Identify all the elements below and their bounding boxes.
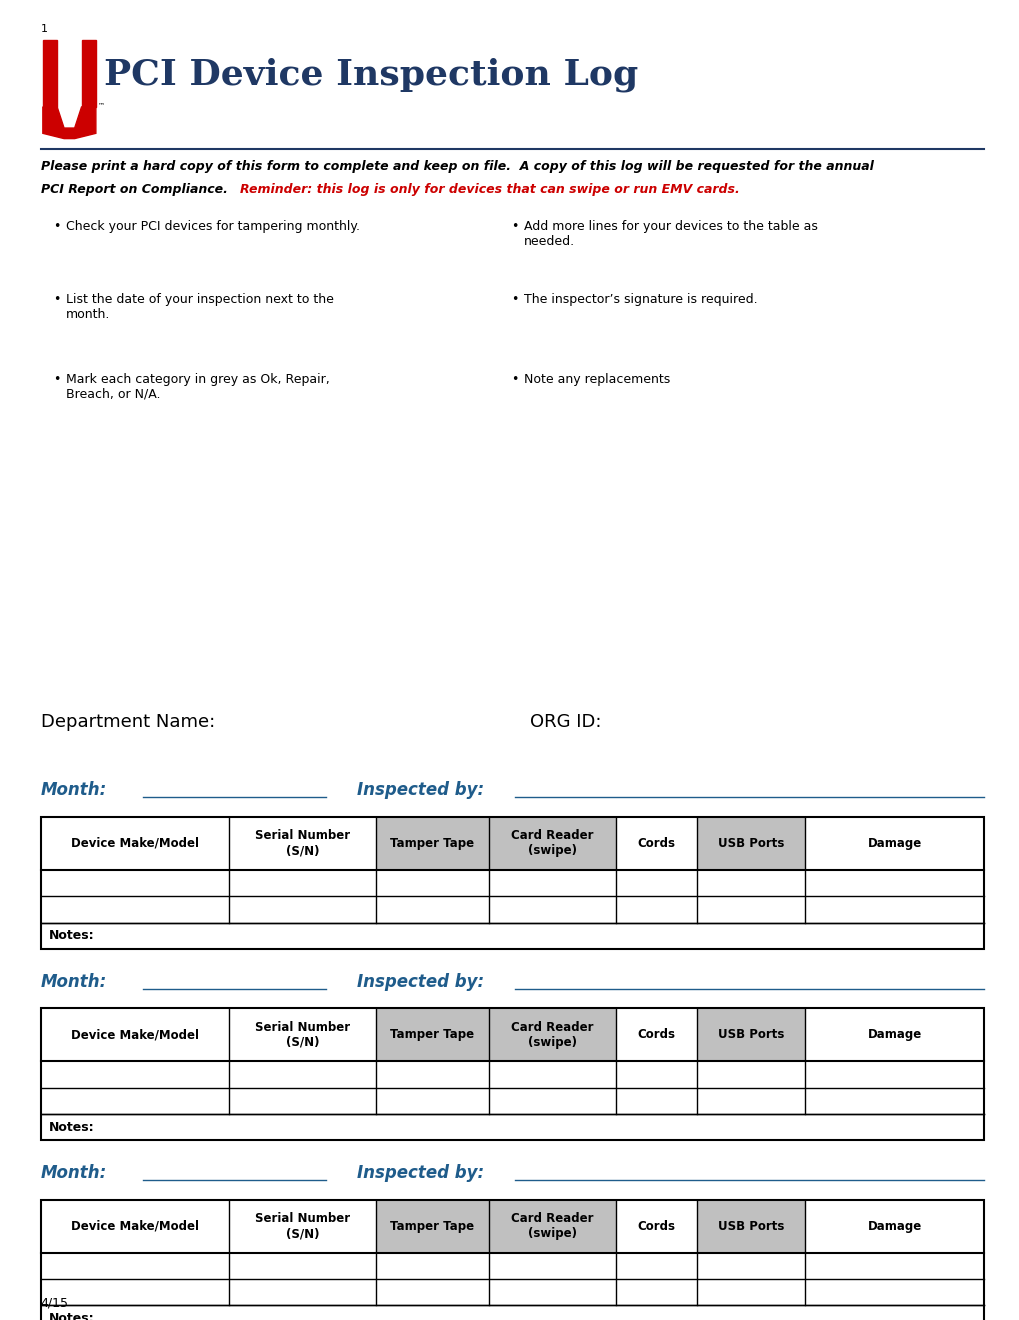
Text: Cords: Cords: [637, 837, 675, 850]
Bar: [696, 1200, 804, 1253]
Bar: [41, 1008, 983, 1140]
Text: •: •: [511, 293, 518, 306]
Text: Reminder: this log is only for devices that can swipe or run EMV cards.: Reminder: this log is only for devices t…: [239, 183, 739, 197]
Text: Tamper Tape: Tamper Tape: [390, 837, 474, 850]
Text: ORG ID:: ORG ID:: [530, 713, 601, 731]
Bar: [229, 1200, 375, 1253]
Text: Check your PCI devices for tampering monthly.: Check your PCI devices for tampering mon…: [66, 220, 360, 234]
Bar: [41, 817, 229, 870]
Bar: [488, 1200, 615, 1253]
Text: Tamper Tape: Tamper Tape: [390, 1028, 474, 1041]
Text: Inspected by:: Inspected by:: [357, 973, 484, 991]
Text: Damage: Damage: [867, 1028, 921, 1041]
Text: Add more lines for your devices to the table as
needed.: Add more lines for your devices to the t…: [524, 220, 817, 248]
Text: Month:: Month:: [41, 781, 107, 800]
Bar: [41, 1253, 983, 1320]
Text: Notes:: Notes:: [49, 929, 95, 942]
Text: Note any replacements: Note any replacements: [524, 374, 669, 385]
Text: Month:: Month:: [41, 973, 107, 991]
Text: ™: ™: [98, 102, 105, 108]
Text: Device Make/Model: Device Make/Model: [71, 1220, 199, 1233]
Bar: [41, 1008, 229, 1061]
Bar: [615, 1008, 696, 1061]
Text: Tamper Tape: Tamper Tape: [390, 1220, 474, 1233]
Bar: [804, 1008, 983, 1061]
Text: Card Reader
(swipe): Card Reader (swipe): [511, 1212, 593, 1241]
Text: Notes:: Notes:: [49, 1121, 95, 1134]
Text: Inspected by:: Inspected by:: [357, 781, 484, 800]
Bar: [41, 1200, 229, 1253]
Bar: [804, 1200, 983, 1253]
Bar: [696, 817, 804, 870]
Text: Serial Number
(S/N): Serial Number (S/N): [255, 1212, 350, 1241]
Text: •: •: [53, 220, 60, 234]
Bar: [615, 1200, 696, 1253]
Bar: [488, 1008, 615, 1061]
Bar: [41, 1061, 983, 1140]
Text: Mark each category in grey as Ok, Repair,
Breach, or N/A.: Mark each category in grey as Ok, Repair…: [66, 374, 330, 401]
Bar: [82, 40, 96, 107]
Polygon shape: [43, 107, 96, 139]
Text: Cords: Cords: [637, 1028, 675, 1041]
Text: Damage: Damage: [867, 1220, 921, 1233]
Bar: [615, 817, 696, 870]
Text: Serial Number
(S/N): Serial Number (S/N): [255, 1020, 350, 1049]
Bar: [375, 1200, 488, 1253]
Text: •: •: [511, 220, 518, 234]
Text: Month:: Month:: [41, 1164, 107, 1183]
Text: USB Ports: USB Ports: [717, 1220, 784, 1233]
Text: Notes:: Notes:: [49, 1312, 95, 1320]
Bar: [43, 40, 57, 107]
Text: Device Make/Model: Device Make/Model: [71, 1028, 199, 1041]
Text: Card Reader
(swipe): Card Reader (swipe): [511, 829, 593, 858]
Bar: [41, 1200, 983, 1320]
Bar: [804, 817, 983, 870]
Bar: [229, 817, 375, 870]
Bar: [696, 1008, 804, 1061]
Bar: [375, 817, 488, 870]
Text: List the date of your inspection next to the
month.: List the date of your inspection next to…: [66, 293, 334, 321]
Text: 4/15: 4/15: [41, 1296, 68, 1309]
Text: •: •: [53, 293, 60, 306]
Text: Serial Number
(S/N): Serial Number (S/N): [255, 829, 350, 858]
Text: Card Reader
(swipe): Card Reader (swipe): [511, 1020, 593, 1049]
Text: Inspected by:: Inspected by:: [357, 1164, 484, 1183]
Bar: [229, 1008, 375, 1061]
Bar: [488, 817, 615, 870]
Text: PCI Report on Compliance.: PCI Report on Compliance.: [41, 183, 227, 197]
Text: Cords: Cords: [637, 1220, 675, 1233]
Text: •: •: [53, 374, 60, 385]
Text: Device Make/Model: Device Make/Model: [71, 837, 199, 850]
Text: USB Ports: USB Ports: [717, 837, 784, 850]
Text: The inspector’s signature is required.: The inspector’s signature is required.: [524, 293, 757, 306]
Text: Department Name:: Department Name:: [41, 713, 215, 731]
Bar: [41, 817, 983, 949]
Text: •: •: [511, 374, 518, 385]
Text: Please print a hard copy of this form to complete and keep on file.  A copy of t: Please print a hard copy of this form to…: [41, 160, 873, 173]
Bar: [41, 870, 983, 949]
Bar: [375, 1008, 488, 1061]
Text: Damage: Damage: [867, 837, 921, 850]
Text: PCI Device Inspection Log: PCI Device Inspection Log: [104, 57, 638, 91]
Text: 1: 1: [41, 24, 48, 34]
Text: USB Ports: USB Ports: [717, 1028, 784, 1041]
